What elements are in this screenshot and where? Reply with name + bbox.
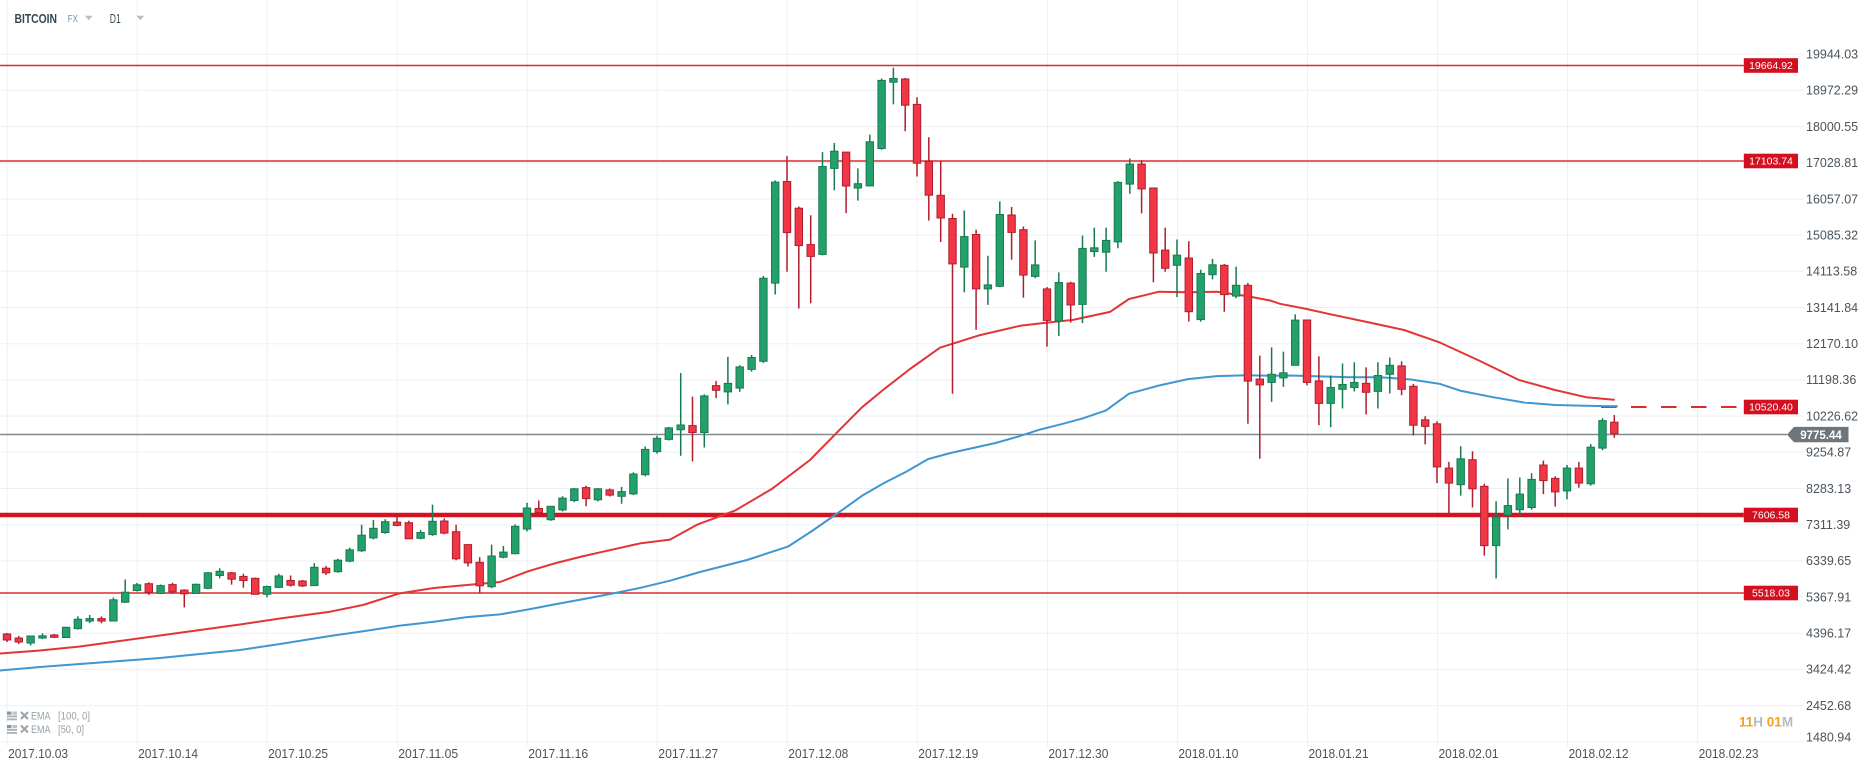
svg-text:2018.01.10: 2018.01.10 — [1178, 747, 1238, 761]
svg-text:2018.02.23: 2018.02.23 — [1699, 747, 1759, 761]
svg-text:EMA: EMA — [31, 711, 51, 723]
svg-text:2017.11.27: 2017.11.27 — [658, 747, 718, 761]
svg-text:13141.84: 13141.84 — [1806, 301, 1858, 315]
svg-text:3424.42: 3424.42 — [1806, 663, 1851, 677]
svg-text:17028.81: 17028.81 — [1806, 156, 1858, 170]
svg-text:BITCOIN: BITCOIN — [15, 12, 58, 26]
svg-text:12170.10: 12170.10 — [1806, 337, 1858, 351]
svg-text:FX: FX — [68, 13, 78, 25]
svg-text:14113.58: 14113.58 — [1806, 265, 1857, 279]
svg-text:[100, 0]: [100, 0] — [58, 711, 90, 723]
svg-text:11198.36: 11198.36 — [1806, 373, 1856, 387]
svg-text:[50, 0]: [50, 0] — [58, 724, 84, 736]
svg-text:9254.87: 9254.87 — [1806, 446, 1851, 460]
svg-text:2452.68: 2452.68 — [1806, 699, 1851, 713]
svg-text:2017.10.25: 2017.10.25 — [268, 747, 328, 761]
svg-text:17103.74: 17103.74 — [1749, 156, 1793, 168]
svg-text:2017.10.14: 2017.10.14 — [138, 747, 198, 761]
svg-text:19664.92: 19664.92 — [1749, 60, 1793, 72]
svg-text:2018.01.21: 2018.01.21 — [1309, 747, 1369, 761]
svg-text:18972.29: 18972.29 — [1806, 84, 1858, 98]
svg-text:2017.12.19: 2017.12.19 — [918, 747, 978, 761]
svg-text:19944.03: 19944.03 — [1806, 48, 1858, 62]
svg-text:2017.10.03: 2017.10.03 — [8, 747, 68, 761]
svg-text:D1: D1 — [110, 11, 121, 26]
svg-text:15085.32: 15085.32 — [1806, 228, 1858, 242]
svg-text:2017.12.30: 2017.12.30 — [1048, 747, 1108, 761]
svg-text:2017.11.16: 2017.11.16 — [528, 747, 588, 761]
svg-text:6339.65: 6339.65 — [1806, 554, 1851, 568]
svg-text:2018.02.01: 2018.02.01 — [1439, 747, 1499, 761]
svg-text:7606.58: 7606.58 — [1752, 510, 1790, 522]
svg-text:2018.02.12: 2018.02.12 — [1569, 747, 1629, 761]
svg-text:4396.17: 4396.17 — [1806, 627, 1851, 641]
svg-text:10226.62: 10226.62 — [1806, 409, 1858, 423]
svg-text:11H 01M: 11H 01M — [1739, 715, 1793, 730]
svg-text:7311.39: 7311.39 — [1806, 518, 1850, 532]
svg-text:2017.12.08: 2017.12.08 — [788, 747, 848, 761]
svg-text:18000.55: 18000.55 — [1806, 120, 1858, 134]
svg-text:16057.07: 16057.07 — [1806, 192, 1858, 206]
svg-text:2017.11.05: 2017.11.05 — [398, 747, 458, 761]
svg-text:EMA: EMA — [31, 724, 51, 736]
svg-text:5518.03: 5518.03 — [1752, 588, 1790, 600]
svg-text:5367.91: 5367.91 — [1806, 590, 1851, 604]
svg-text:10520.40: 10520.40 — [1749, 402, 1793, 414]
svg-text:1480.94: 1480.94 — [1806, 730, 1851, 744]
svg-text:8283.13: 8283.13 — [1806, 482, 1851, 496]
svg-text:9775.44: 9775.44 — [1800, 430, 1842, 442]
